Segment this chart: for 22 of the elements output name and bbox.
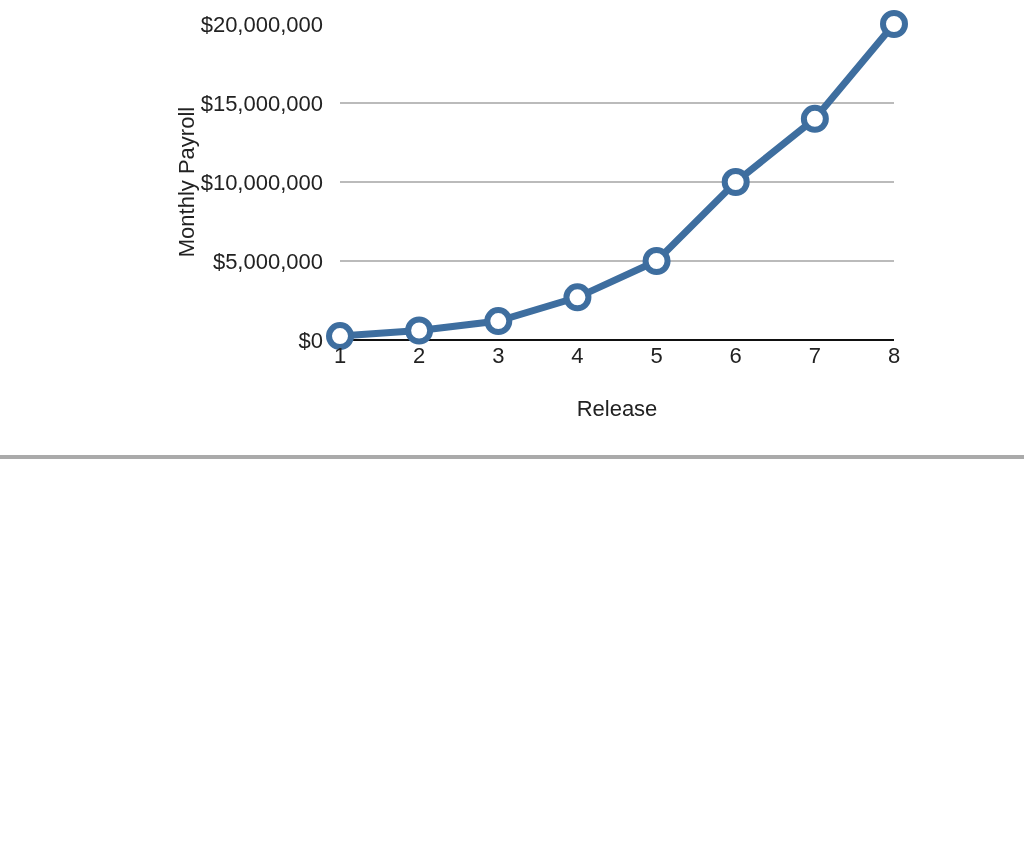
y-tick-label: $15,000,000: [200, 90, 323, 116]
x-tick-label: 5: [650, 343, 663, 368]
point: [721, 168, 750, 196]
y-tick-label: $10,000,000: [200, 169, 323, 195]
x-tick-label: 2: [413, 343, 426, 368]
point: [800, 104, 829, 133]
point: [563, 283, 592, 312]
point: [880, 10, 908, 38]
x-tick-label: 3: [492, 343, 505, 368]
y-tick-label: $0: [298, 327, 323, 353]
x-axis-title: Release: [576, 396, 658, 421]
x-tick-label: 7: [808, 343, 821, 368]
point: [405, 316, 434, 345]
x-tick-label: 6: [729, 343, 742, 368]
y-tick-label: $20,000,000: [200, 11, 323, 37]
y-axis-title: Monthly Payroll: [173, 106, 199, 258]
point: [484, 307, 513, 336]
point: [642, 247, 671, 275]
x-tick-label: 8: [887, 343, 901, 368]
x-tick-label: 1: [333, 343, 347, 368]
y-tick-label: $5,000,000: [212, 248, 323, 274]
x-tick-label: 4: [571, 343, 584, 368]
